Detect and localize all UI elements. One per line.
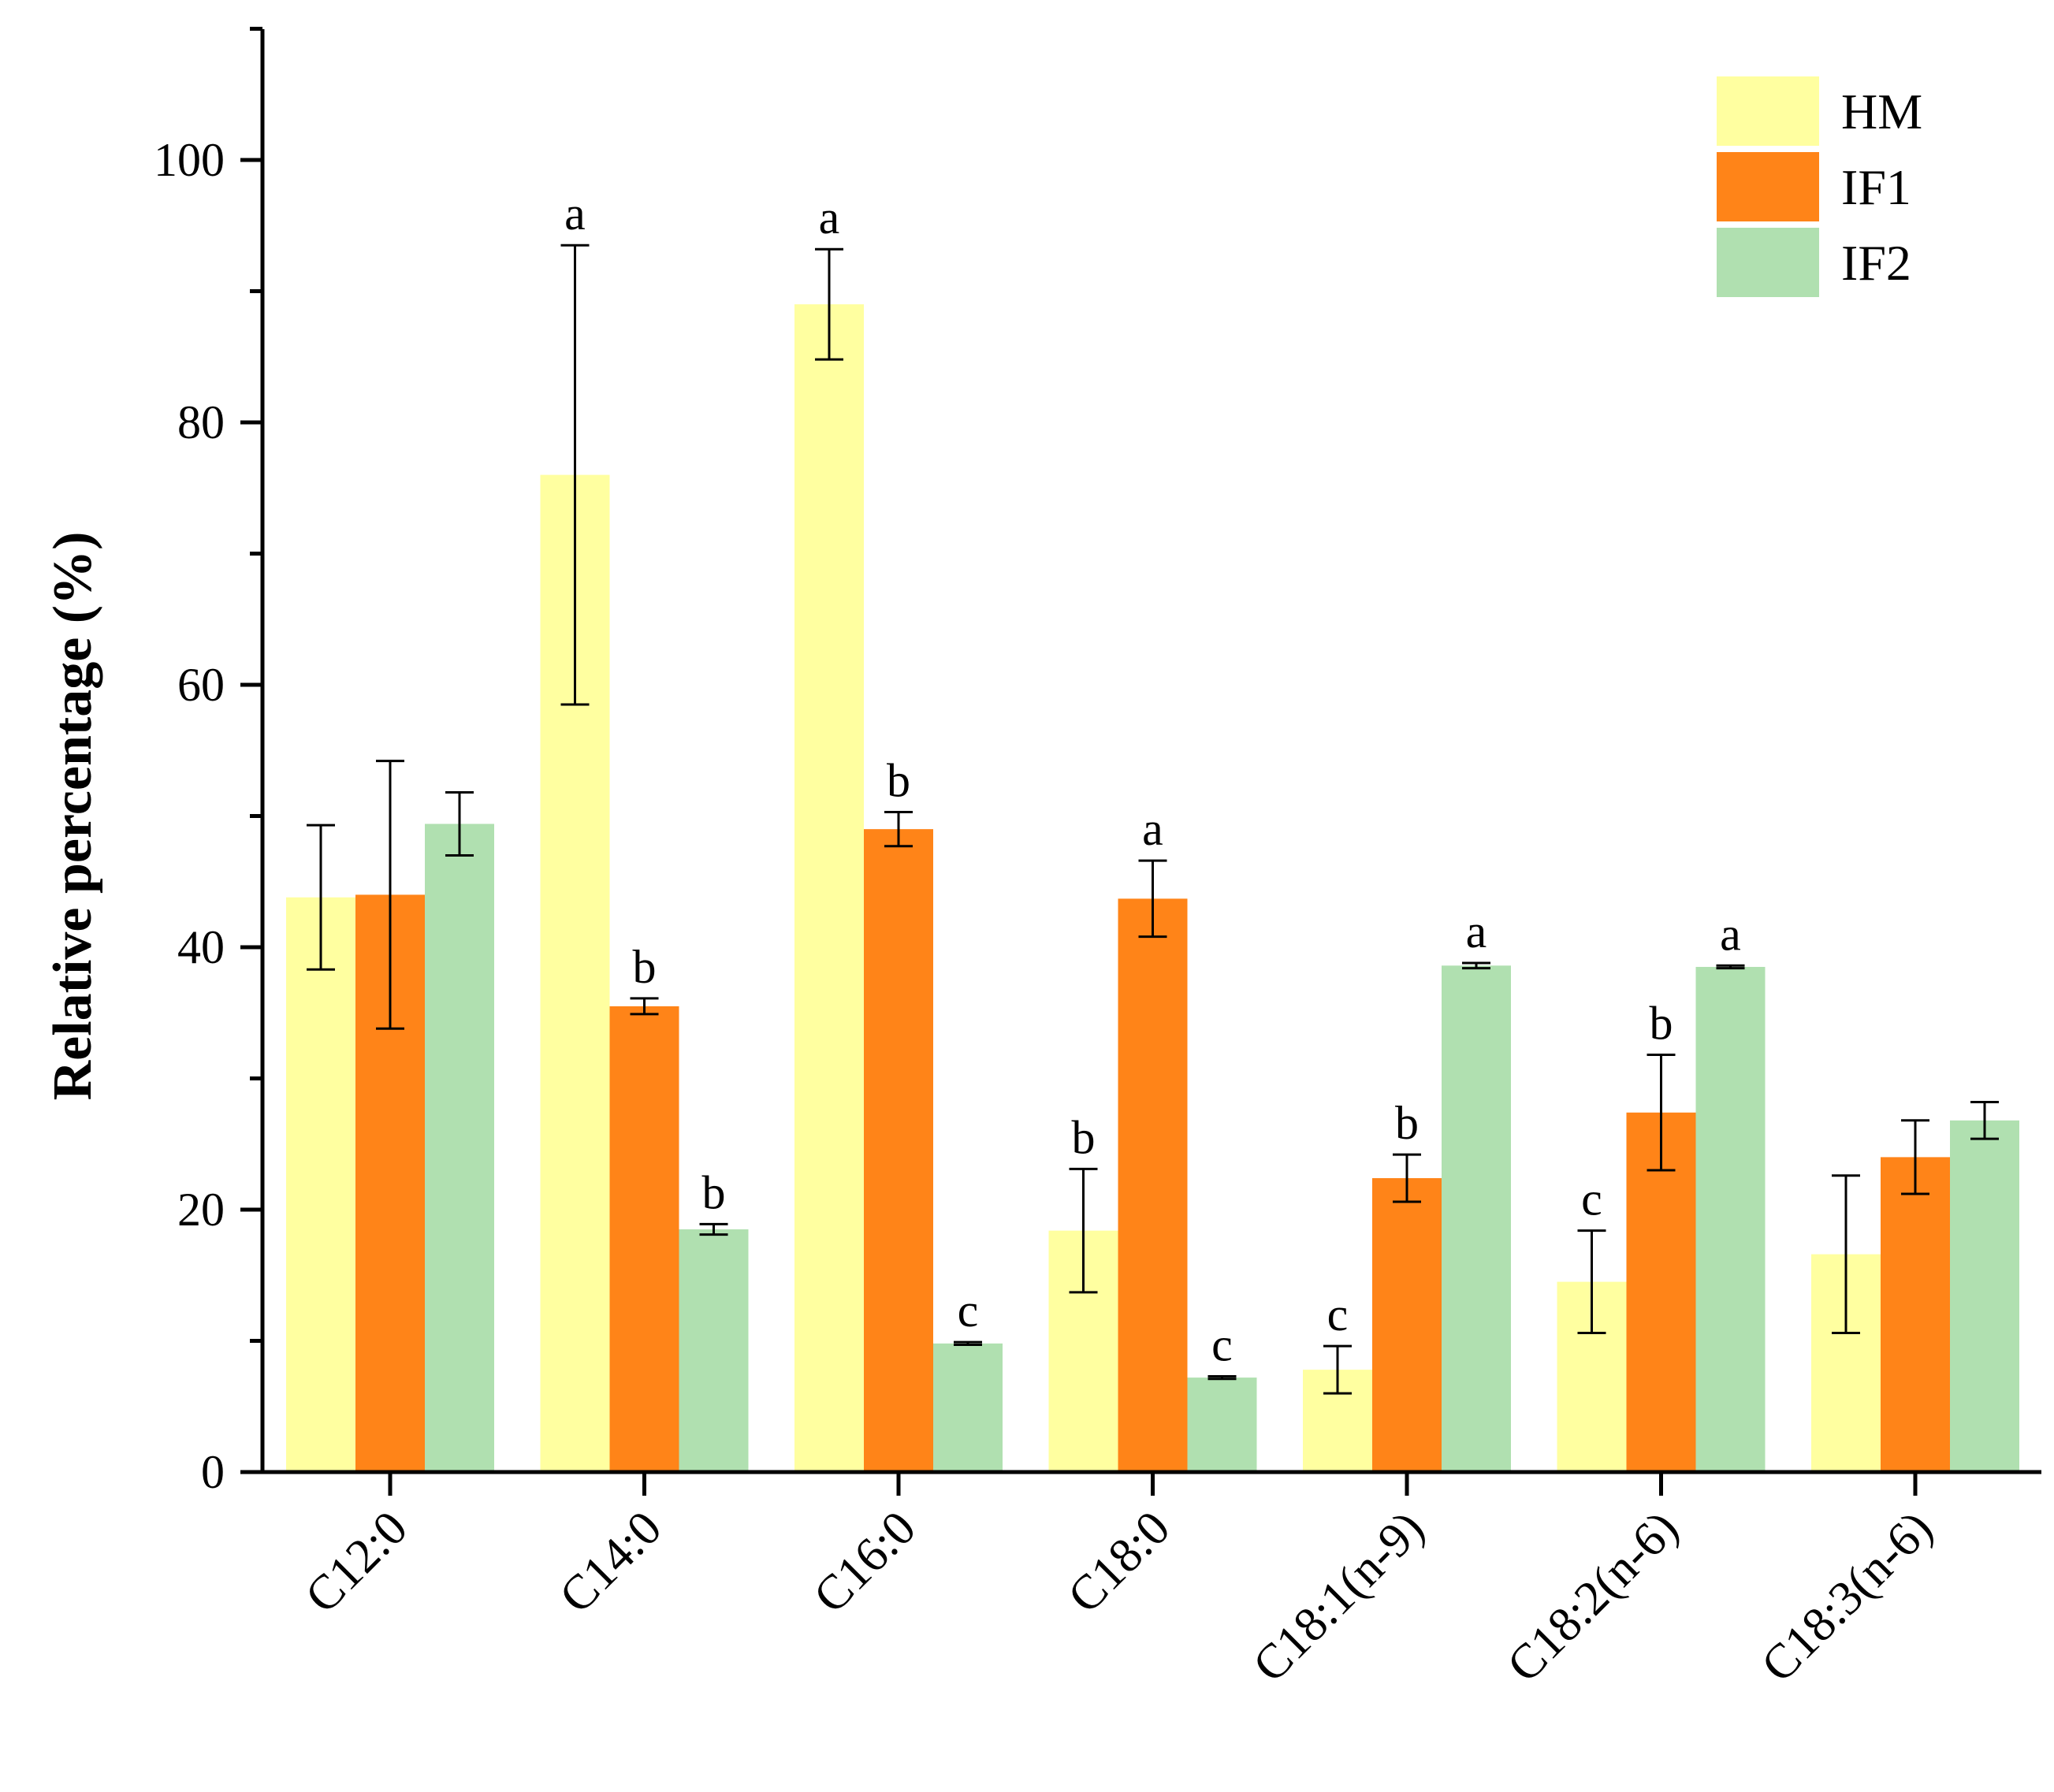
x-tick-label: C18:3(n-6): [1751, 1501, 1943, 1693]
legend-swatch: [1717, 152, 1819, 221]
error-bar-hm-0: [307, 824, 335, 971]
error-bar-if1-5: [1647, 1054, 1676, 1172]
significance-label: c: [1211, 1318, 1233, 1370]
x-tick-label: C12:0: [296, 1501, 418, 1623]
y-tick-label: 60: [177, 659, 225, 711]
significance-label: b: [702, 1166, 726, 1218]
bar-if2-6: [1950, 1120, 2019, 1472]
legend: HM IF1 IF2: [1717, 76, 1922, 297]
bar-if1-4: [1372, 1178, 1442, 1472]
x-tick-label: C14:0: [549, 1501, 672, 1623]
error-bar-hm-2: [815, 247, 843, 361]
significance-label: a: [564, 188, 586, 240]
bar-if2-1: [679, 1229, 749, 1472]
x-tick-label: C18:1(n-9): [1243, 1501, 1434, 1693]
bar-if1-6: [1881, 1157, 1950, 1472]
legend-item-if2: IF2: [1717, 228, 1911, 297]
bar-if2-3: [1187, 1377, 1257, 1472]
legend-label: IF2: [1841, 235, 1911, 291]
bar-hm-2: [794, 304, 864, 1472]
error-bars-layer: [307, 244, 1999, 1395]
x-tick-label: C16:0: [804, 1501, 926, 1623]
significance-label: b: [1650, 998, 1673, 1050]
error-bar-if2-6: [1970, 1100, 1999, 1140]
legend-label: IF1: [1841, 159, 1911, 215]
bar-if1-2: [864, 829, 933, 1472]
error-bar-hm-3: [1069, 1167, 1098, 1294]
error-bar-if1-0: [376, 760, 404, 1030]
error-bar-hm-4: [1323, 1344, 1352, 1395]
significance-label: a: [1142, 803, 1163, 855]
legend-item-hm: HM: [1717, 76, 1922, 146]
error-bar-if2-3: [1207, 1374, 1237, 1381]
y-tick-label: 80: [177, 396, 225, 448]
x-tick-label: C18:2(n-6): [1497, 1501, 1688, 1693]
significance-label: c: [1327, 1288, 1349, 1340]
x-tick-label: C18:0: [1058, 1501, 1180, 1623]
significance-label: b: [633, 941, 657, 993]
bar-if1-5: [1626, 1112, 1696, 1472]
bar-if2-5: [1695, 966, 1766, 1472]
error-bar-if2-2: [954, 1340, 982, 1346]
legend-label: HM: [1841, 84, 1922, 139]
significance-label: a: [819, 191, 840, 244]
y-axis-title: Relative percentage (%): [43, 532, 103, 1101]
significance-label: b: [1395, 1097, 1419, 1149]
bar-if1-3: [1118, 898, 1188, 1472]
y-tick-label: 0: [201, 1446, 225, 1498]
error-bar-if2-5: [1716, 964, 1745, 970]
error-bar-hm-5: [1577, 1229, 1606, 1335]
error-bar-hm-1: [560, 244, 590, 706]
significance-label: a: [1466, 905, 1487, 957]
bar-hm-0: [286, 897, 355, 1472]
error-bar-if2-0: [445, 791, 474, 857]
significance-label: a: [1720, 908, 1741, 960]
error-bar-hm-6: [1832, 1174, 1860, 1335]
significance-label: b: [1072, 1111, 1096, 1163]
legend-swatch: [1717, 228, 1819, 297]
bar-if2-0: [425, 824, 494, 1472]
error-bar-if1-1: [630, 997, 659, 1016]
legend-swatch: [1717, 76, 1819, 146]
significance-label: c: [1581, 1173, 1602, 1225]
bar-if1-1: [609, 1006, 679, 1472]
error-bar-if2-4: [1462, 961, 1490, 970]
bar-if2-2: [933, 1343, 1003, 1472]
y-tick-label: 100: [154, 134, 225, 186]
significance-label: b: [887, 755, 910, 807]
error-bar-if2-1: [699, 1222, 728, 1236]
significance-label: c: [958, 1285, 979, 1337]
error-bar-if1-4: [1393, 1153, 1421, 1203]
error-bar-if1-6: [1901, 1119, 1929, 1195]
error-bar-if1-3: [1138, 859, 1167, 939]
y-tick-label: 40: [177, 921, 225, 973]
y-tick-label: 20: [177, 1184, 225, 1236]
error-bar-if1-2: [884, 811, 913, 848]
bar-if2-4: [1442, 965, 1511, 1472]
legend-item-if1: IF1: [1717, 152, 1911, 221]
